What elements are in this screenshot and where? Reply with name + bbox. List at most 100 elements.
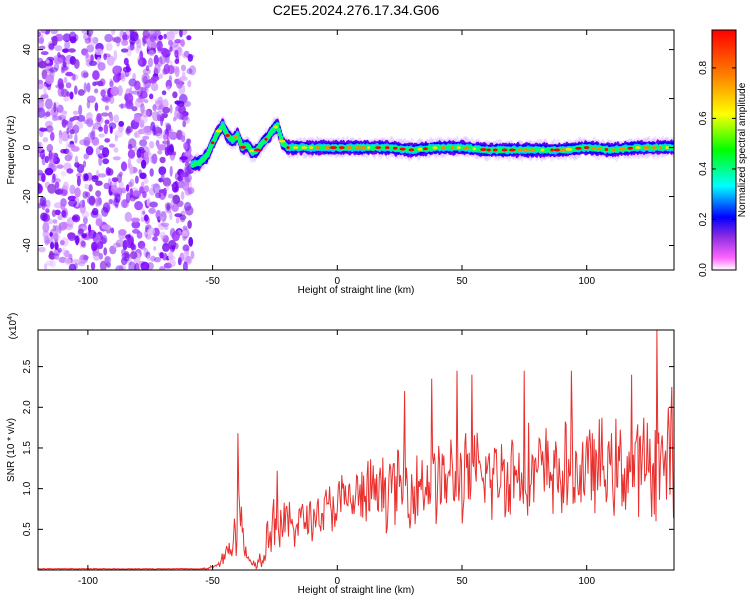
noise-blob <box>147 30 156 35</box>
ridge-peak <box>522 148 530 152</box>
noise-blob <box>58 82 65 90</box>
noise-blob <box>187 80 192 88</box>
noise-blob <box>164 146 170 156</box>
noise-blob <box>95 180 103 186</box>
noise-blob <box>74 235 80 244</box>
noise-blob <box>140 217 145 222</box>
noise-blob <box>163 134 168 141</box>
noise-blob <box>62 181 69 191</box>
noise-blob <box>169 128 174 133</box>
ridge-core <box>276 128 281 132</box>
noise-blob <box>133 114 142 123</box>
noise-blob <box>64 250 70 258</box>
snr-x-ticks: -100 -50 0 50 100 <box>78 330 595 587</box>
noise-blob <box>175 78 183 89</box>
noise-blob <box>60 198 67 207</box>
noise-blob <box>186 68 193 75</box>
noise-blob <box>174 39 182 44</box>
ridge-peak <box>254 148 261 152</box>
noise-blob <box>127 45 136 51</box>
noise-blob <box>134 80 141 91</box>
frequency-ridge <box>190 115 674 175</box>
noise-blob <box>128 261 137 270</box>
noise-blob <box>98 155 103 167</box>
snr-frame <box>37 329 675 571</box>
ridge-peak <box>492 148 498 152</box>
noise-blob <box>62 247 66 256</box>
noise-blob <box>180 39 185 47</box>
ridge-peak <box>441 146 447 150</box>
ridge-peak <box>642 146 650 150</box>
noise-blob <box>103 182 110 190</box>
noise-blob <box>101 234 108 245</box>
ridge-peak <box>559 148 567 152</box>
noise-blob <box>178 83 186 95</box>
noise-blob <box>126 63 130 72</box>
ridge-core <box>277 132 283 137</box>
ridge-peak <box>248 149 254 153</box>
noise-blob <box>62 221 68 230</box>
y-tick-label: 20 <box>22 93 33 105</box>
snr-y-multiplier-suffix: ) <box>8 313 19 316</box>
ridge-peak <box>501 148 508 152</box>
noise-blob <box>179 156 188 161</box>
noise-blob <box>82 191 89 199</box>
noise-blob <box>180 191 185 200</box>
noise-blob <box>174 58 180 65</box>
noise-blob <box>166 203 171 212</box>
noise-blob <box>38 183 43 194</box>
noise-blob <box>58 134 63 145</box>
ridge-peak <box>324 146 331 150</box>
noise-blob <box>61 110 68 115</box>
noise-blob <box>116 173 123 183</box>
noise-blob <box>162 98 169 110</box>
x-tick-label: 50 <box>456 276 468 287</box>
noise-blob <box>139 139 148 147</box>
noise-blob <box>172 91 178 99</box>
noise-blob <box>111 177 119 183</box>
noise-blob <box>40 30 46 34</box>
noise-blob <box>45 59 50 64</box>
noise-blob <box>53 102 57 113</box>
noise-blob <box>154 256 161 263</box>
snr-y-multiplier-prefix: (x10 <box>8 319 19 339</box>
noise-blob <box>159 55 167 65</box>
noise-blob <box>54 57 64 65</box>
noise-blob <box>188 180 192 191</box>
noise-blob <box>44 263 48 270</box>
noise-blob <box>169 104 173 114</box>
ridge-peak <box>225 134 230 137</box>
noise-blob <box>49 67 59 73</box>
noise-blob <box>134 262 140 270</box>
noise-blob <box>112 156 121 161</box>
noise-blob <box>49 228 55 240</box>
noise-blob <box>160 47 169 56</box>
noise-blob <box>142 68 151 75</box>
noise-blob <box>65 141 70 152</box>
noise-blob <box>92 81 97 87</box>
colorbar-tick-label: 0.6 <box>698 111 709 125</box>
y-tick-label: 40 <box>22 44 33 56</box>
ridge-peak <box>665 146 669 150</box>
spectrogram-panel: -100 -50 0 50 100 -40 -20 0 20 40 Height of stra… <box>6 29 675 296</box>
noise-blob <box>74 133 78 144</box>
noise-blob <box>50 131 55 141</box>
noise-blob <box>185 205 194 216</box>
noise-blob <box>174 109 178 121</box>
ridge-peak <box>480 148 487 152</box>
noise-blob <box>143 151 149 159</box>
noise-blob <box>159 231 167 240</box>
noise-blob <box>52 219 58 224</box>
y-tick-label: 2.5 <box>22 359 33 373</box>
noise-blob <box>74 85 78 95</box>
noise-blob <box>105 167 111 176</box>
ridge-peak <box>618 147 626 151</box>
noise-blob <box>58 114 66 121</box>
ridge-peak <box>604 148 609 151</box>
ridge-peak <box>338 146 345 150</box>
noise-blob <box>45 111 51 117</box>
noise-blob <box>183 141 189 150</box>
noise-blob <box>48 43 55 50</box>
noise-blob <box>122 31 127 43</box>
noise-blob <box>43 235 51 245</box>
